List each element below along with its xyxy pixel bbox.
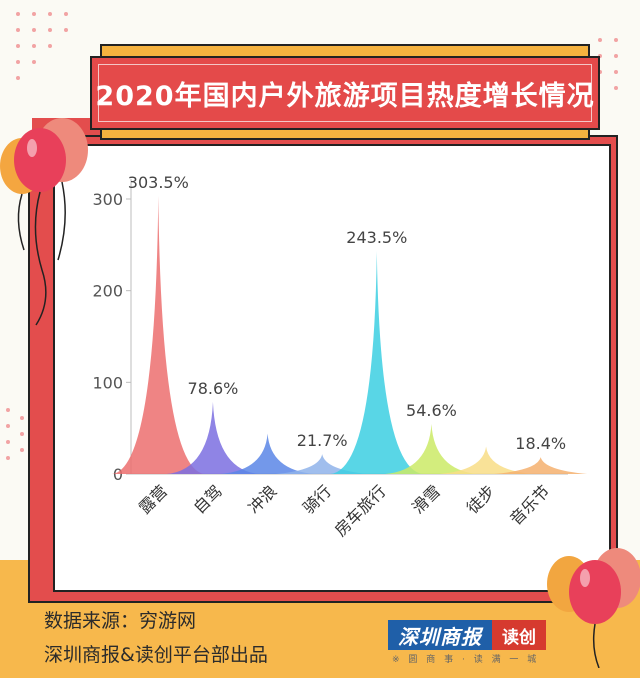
y-tick-label: 0 [113,465,123,484]
title-inner-border [98,64,592,122]
spike-4 [275,454,369,474]
spike-8 [494,457,588,474]
category-label: 滑雪 [408,481,444,517]
spike-3 [221,433,314,474]
spike-5 [330,250,424,474]
logo-name: 深圳商报 [388,620,492,650]
balloon-right-icon [547,548,640,668]
category-label: 自驾 [190,481,226,517]
data-label: 243.5% [346,228,407,247]
data-label: 54.6% [406,401,457,420]
publisher-logo: 深圳商报 读创 ※ 圆 商 事 · 读 满 一 城 [388,620,548,668]
spike-6 [385,423,478,474]
balloon-left-icon [0,118,88,326]
chart: 0 100 200 300 303.5% 露营 78.6% 自驾 冲浪 21.7% 骑行 243.5%… [92,173,588,540]
category-label: 房车旅行 [331,481,390,540]
data-label: 18.4% [515,434,566,453]
credit-line: 深圳商报&读创平台部出品 [44,644,268,666]
y-tick-label: 100 [92,373,123,392]
category-label: 骑行 [299,481,335,517]
page-title: 2020年国内户外旅游项目热度增长情况 [95,80,595,112]
logo-tag: 读创 [492,620,546,650]
data-label: 78.6% [188,379,239,398]
y-tick-label: 300 [92,190,123,209]
category-label: 徒步 [463,481,499,517]
category-label: 冲浪 [244,481,280,517]
data-label: 21.7% [297,431,348,450]
data-label: 303.5% [128,173,189,192]
chart-panel [53,144,611,592]
spike-1 [111,195,205,474]
spike-7 [439,446,533,474]
category-label: 露营 [135,481,171,517]
title-banner: 2020年国内户外旅游项目热度增长情况 [90,56,600,130]
y-tick-label: 200 [92,282,123,301]
category-label: 音乐节 [506,481,553,528]
spike-2 [166,401,260,474]
data-source: 数据来源：穷游网 [44,610,197,632]
logo-slogan: ※ 圆 商 事 · 读 满 一 城 [392,655,540,665]
